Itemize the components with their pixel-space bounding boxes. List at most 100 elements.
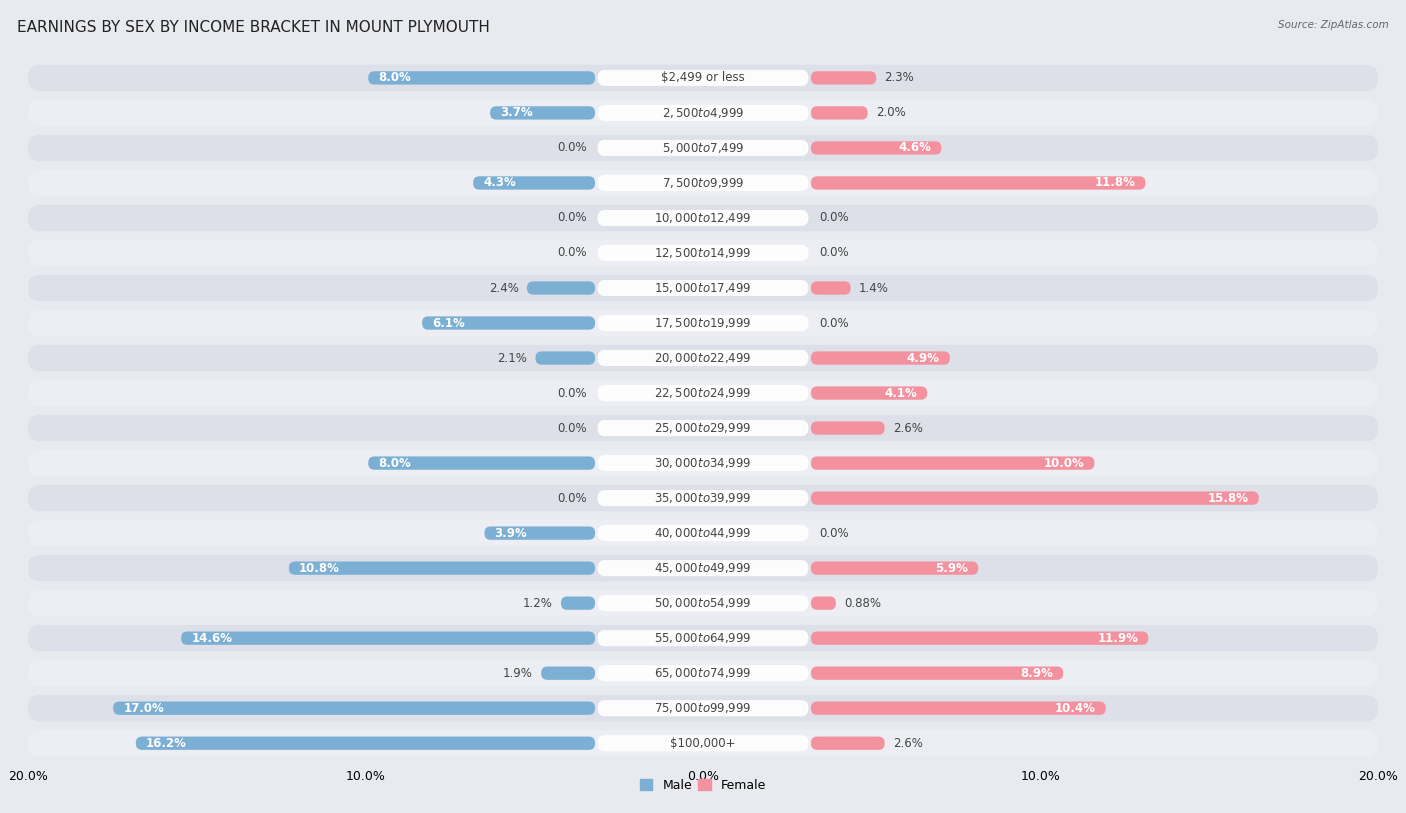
FancyBboxPatch shape <box>811 632 1149 645</box>
Text: $75,000 to $99,999: $75,000 to $99,999 <box>654 701 752 715</box>
FancyBboxPatch shape <box>527 281 595 294</box>
FancyBboxPatch shape <box>598 700 808 716</box>
FancyBboxPatch shape <box>811 176 1146 189</box>
FancyBboxPatch shape <box>541 667 595 680</box>
Text: 0.0%: 0.0% <box>557 211 586 224</box>
Text: 2.1%: 2.1% <box>498 351 527 364</box>
Text: $35,000 to $39,999: $35,000 to $39,999 <box>654 491 752 505</box>
Text: 10.4%: 10.4% <box>1054 702 1095 715</box>
FancyBboxPatch shape <box>368 72 595 85</box>
Text: 0.0%: 0.0% <box>820 246 849 259</box>
FancyBboxPatch shape <box>811 597 837 610</box>
Text: 0.0%: 0.0% <box>820 316 849 329</box>
Text: $12,500 to $14,999: $12,500 to $14,999 <box>654 246 752 260</box>
FancyBboxPatch shape <box>598 595 808 611</box>
Text: 8.9%: 8.9% <box>1021 667 1053 680</box>
FancyBboxPatch shape <box>28 590 1378 616</box>
FancyBboxPatch shape <box>598 70 808 86</box>
FancyBboxPatch shape <box>598 210 808 226</box>
FancyBboxPatch shape <box>598 175 808 191</box>
Text: 0.0%: 0.0% <box>557 386 586 399</box>
Text: 14.6%: 14.6% <box>191 632 232 645</box>
Text: 17.0%: 17.0% <box>124 702 165 715</box>
Text: 1.9%: 1.9% <box>503 667 533 680</box>
FancyBboxPatch shape <box>598 665 808 681</box>
Text: 4.9%: 4.9% <box>907 351 939 364</box>
FancyBboxPatch shape <box>28 660 1378 686</box>
FancyBboxPatch shape <box>811 456 1094 470</box>
Text: 2.4%: 2.4% <box>489 281 519 294</box>
FancyBboxPatch shape <box>811 72 876 85</box>
FancyBboxPatch shape <box>598 385 808 401</box>
FancyBboxPatch shape <box>28 730 1378 756</box>
FancyBboxPatch shape <box>368 456 595 470</box>
Text: 8.0%: 8.0% <box>378 457 411 470</box>
FancyBboxPatch shape <box>598 315 808 331</box>
FancyBboxPatch shape <box>422 316 595 330</box>
FancyBboxPatch shape <box>28 555 1378 581</box>
Text: $25,000 to $29,999: $25,000 to $29,999 <box>654 421 752 435</box>
Legend: Male, Female: Male, Female <box>636 774 770 797</box>
FancyBboxPatch shape <box>811 107 868 120</box>
Text: 2.0%: 2.0% <box>876 107 905 120</box>
FancyBboxPatch shape <box>28 695 1378 721</box>
FancyBboxPatch shape <box>28 380 1378 406</box>
FancyBboxPatch shape <box>811 737 884 750</box>
FancyBboxPatch shape <box>28 450 1378 476</box>
FancyBboxPatch shape <box>598 525 808 541</box>
Text: $30,000 to $34,999: $30,000 to $34,999 <box>654 456 752 470</box>
Text: $17,500 to $19,999: $17,500 to $19,999 <box>654 316 752 330</box>
Text: 6.1%: 6.1% <box>432 316 465 329</box>
FancyBboxPatch shape <box>28 345 1378 372</box>
Text: 0.0%: 0.0% <box>557 492 586 505</box>
Text: $45,000 to $49,999: $45,000 to $49,999 <box>654 561 752 575</box>
FancyBboxPatch shape <box>28 485 1378 511</box>
FancyBboxPatch shape <box>28 205 1378 231</box>
FancyBboxPatch shape <box>28 170 1378 196</box>
Text: $40,000 to $44,999: $40,000 to $44,999 <box>654 526 752 540</box>
Text: 11.8%: 11.8% <box>1094 176 1135 189</box>
FancyBboxPatch shape <box>136 737 595 750</box>
FancyBboxPatch shape <box>598 455 808 472</box>
Text: 10.8%: 10.8% <box>299 562 340 575</box>
Text: 0.0%: 0.0% <box>557 141 586 154</box>
FancyBboxPatch shape <box>28 275 1378 301</box>
FancyBboxPatch shape <box>561 597 595 610</box>
Text: $22,500 to $24,999: $22,500 to $24,999 <box>654 386 752 400</box>
Text: $55,000 to $64,999: $55,000 to $64,999 <box>654 631 752 646</box>
Text: 5.9%: 5.9% <box>935 562 969 575</box>
FancyBboxPatch shape <box>598 420 808 436</box>
Text: 15.8%: 15.8% <box>1208 492 1249 505</box>
FancyBboxPatch shape <box>811 386 927 400</box>
FancyBboxPatch shape <box>598 630 808 646</box>
Text: 2.6%: 2.6% <box>893 737 922 750</box>
FancyBboxPatch shape <box>811 351 950 365</box>
Text: $7,500 to $9,999: $7,500 to $9,999 <box>662 176 744 190</box>
FancyBboxPatch shape <box>474 176 595 189</box>
FancyBboxPatch shape <box>598 560 808 576</box>
FancyBboxPatch shape <box>536 351 595 365</box>
FancyBboxPatch shape <box>28 415 1378 441</box>
FancyBboxPatch shape <box>811 667 1063 680</box>
Text: $10,000 to $12,499: $10,000 to $12,499 <box>654 211 752 225</box>
Text: $2,500 to $4,999: $2,500 to $4,999 <box>662 106 744 120</box>
Text: 2.6%: 2.6% <box>893 422 922 435</box>
Text: 3.9%: 3.9% <box>495 527 527 540</box>
FancyBboxPatch shape <box>811 562 979 575</box>
Text: EARNINGS BY SEX BY INCOME BRACKET IN MOUNT PLYMOUTH: EARNINGS BY SEX BY INCOME BRACKET IN MOU… <box>17 20 489 35</box>
FancyBboxPatch shape <box>28 100 1378 126</box>
FancyBboxPatch shape <box>28 625 1378 651</box>
FancyBboxPatch shape <box>28 65 1378 91</box>
Text: $5,000 to $7,499: $5,000 to $7,499 <box>662 141 744 155</box>
FancyBboxPatch shape <box>598 350 808 366</box>
Text: 0.0%: 0.0% <box>557 422 586 435</box>
FancyBboxPatch shape <box>598 735 808 751</box>
Text: 1.4%: 1.4% <box>859 281 889 294</box>
Text: $65,000 to $74,999: $65,000 to $74,999 <box>654 666 752 680</box>
FancyBboxPatch shape <box>811 141 942 154</box>
Text: 0.0%: 0.0% <box>820 527 849 540</box>
Text: 4.3%: 4.3% <box>484 176 516 189</box>
Text: $20,000 to $22,499: $20,000 to $22,499 <box>654 351 752 365</box>
FancyBboxPatch shape <box>491 107 595 120</box>
FancyBboxPatch shape <box>28 310 1378 336</box>
